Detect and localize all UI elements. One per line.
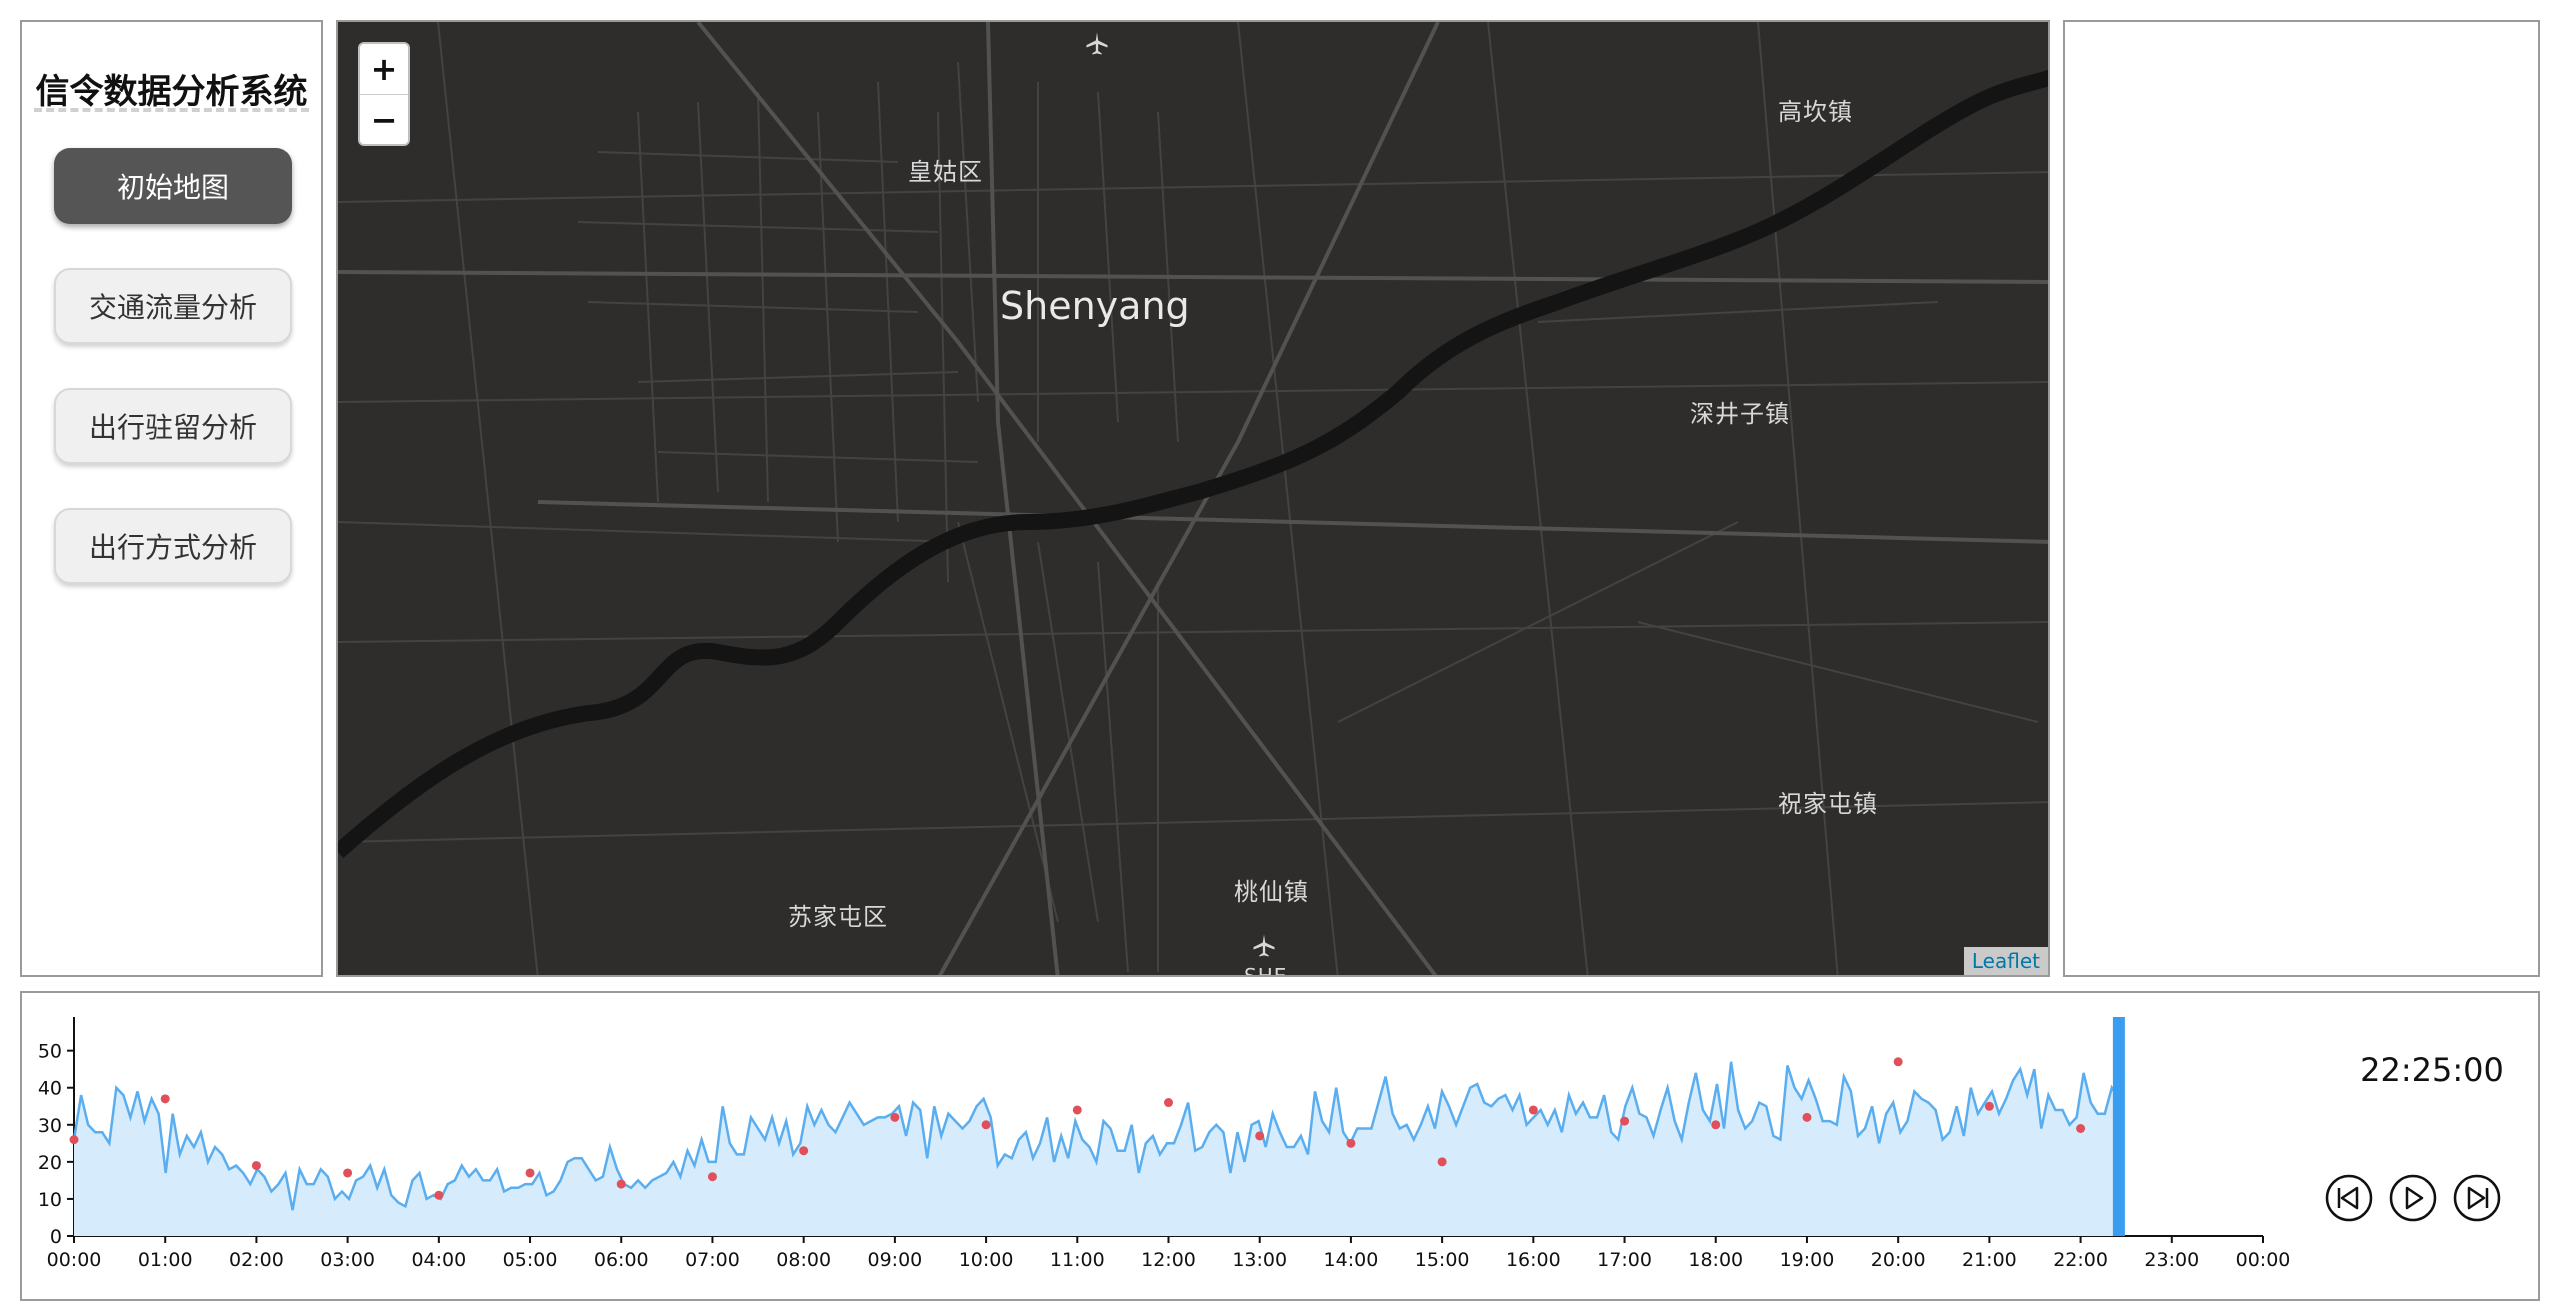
x-tick-label: 22:00	[2053, 1249, 2108, 1271]
step-backward-icon	[2325, 1174, 2373, 1222]
series-marker	[69, 1135, 79, 1145]
leaflet-attribution-link[interactable]: Leaflet	[1963, 947, 2048, 975]
y-axis: 0 10 20 30 40 50	[38, 1017, 75, 1248]
series-marker	[1620, 1116, 1630, 1126]
step-forward-icon	[2453, 1174, 2501, 1222]
zoom-control: + −	[358, 42, 410, 146]
x-tick-label: 12:00	[1141, 1249, 1196, 1271]
place-label: 祝家屯镇	[1778, 790, 1878, 818]
x-tick-label: 01:00	[138, 1249, 193, 1271]
place-label: 桃仙镇	[1234, 878, 1309, 906]
series-marker	[707, 1172, 717, 1182]
y-tick-label: 50	[38, 1041, 62, 1063]
system-title: 信令数据分析系统	[35, 72, 308, 112]
map-main-roads	[338, 22, 2048, 975]
x-tick-label: 03:00	[320, 1249, 375, 1271]
series-marker	[1164, 1098, 1173, 1108]
x-tick-label: 02:00	[229, 1249, 284, 1271]
x-tick-label: 11:00	[1050, 1249, 1105, 1271]
series-marker	[890, 1112, 900, 1122]
series-markers	[69, 1057, 2086, 1200]
step-forward-button[interactable]	[2452, 1173, 2502, 1223]
x-tick-label: 20:00	[1871, 1249, 1926, 1271]
menu-traffic-flow-button[interactable]: 交通流量分析	[54, 268, 292, 344]
time-series-chart[interactable]: 0 10 20 30 40 50 00:00 01:00 02:00 03:00 04:00 05:…	[22, 993, 2322, 1293]
x-tick-label: 00:00	[47, 1249, 102, 1271]
title-divider	[34, 108, 309, 112]
y-tick-label: 40	[38, 1078, 62, 1100]
series-marker	[251, 1161, 261, 1171]
series-marker	[1893, 1057, 1903, 1067]
series-marker	[1711, 1120, 1721, 1130]
map-tiles[interactable]	[338, 22, 2050, 977]
series-marker	[525, 1168, 535, 1178]
x-tick-label: 06:00	[594, 1249, 649, 1271]
x-tick-label: 05:00	[503, 1249, 558, 1271]
series-marker	[343, 1168, 353, 1178]
x-tick-label: 15:00	[1415, 1249, 1470, 1271]
series-marker	[2076, 1124, 2086, 1133]
x-tick-label: 19:00	[1780, 1249, 1835, 1271]
airport-icon	[1086, 32, 1108, 55]
timeline-panel: 0 10 20 30 40 50 00:00 01:00 02:00 03:00 04:00 05:…	[20, 991, 2540, 1301]
menu-travel-mode-button[interactable]: 出行方式分析	[54, 508, 292, 584]
place-label: 皇姑区	[908, 158, 983, 186]
place-label: SHE	[1244, 964, 1288, 977]
series-marker	[1437, 1157, 1447, 1167]
menu-travel-stay-button[interactable]: 出行驻留分析	[54, 388, 292, 464]
step-backward-button[interactable]	[2324, 1173, 2374, 1223]
current-time-display: 22:25:00	[2360, 1051, 2504, 1089]
x-tick-label: 17:00	[1597, 1249, 1652, 1271]
x-tick-label: 18:00	[1688, 1249, 1743, 1271]
city-label: Shenyang	[1000, 284, 1190, 328]
x-tick-label: 23:00	[2144, 1249, 2199, 1271]
x-tick-label: 04:00	[411, 1249, 466, 1271]
x-tick-label: 13:00	[1232, 1249, 1287, 1271]
series-line	[72, 1061, 2120, 1211]
map-roads	[338, 22, 2048, 975]
place-label: 苏家屯区	[788, 903, 888, 931]
x-tick-label: 08:00	[776, 1249, 831, 1271]
series-marker	[799, 1146, 809, 1156]
play-icon	[2389, 1174, 2437, 1222]
y-tick-label: 20	[38, 1152, 62, 1174]
place-label: 高坎镇	[1778, 98, 1853, 126]
airport-icon	[1253, 934, 1275, 957]
x-tick-label: 07:00	[685, 1249, 740, 1271]
right-info-panel	[2063, 20, 2540, 977]
zoom-out-button[interactable]: −	[370, 101, 398, 139]
time-cursor-handle[interactable]	[2112, 1017, 2125, 1236]
series-marker	[1255, 1131, 1265, 1141]
series-marker	[1528, 1105, 1538, 1115]
series-marker	[1072, 1105, 1082, 1115]
series-marker	[1802, 1112, 1812, 1122]
series-marker	[616, 1179, 626, 1189]
series-marker	[981, 1120, 991, 1130]
x-tick-label: 10:00	[959, 1249, 1014, 1271]
map-view[interactable]: Shenyang 皇姑区 高坎镇 深井子镇 祝家屯镇 桃仙镇 苏家屯区 SHE …	[336, 20, 2050, 977]
menu-initial-map-button[interactable]: 初始地图	[54, 148, 292, 224]
y-tick-label: 10	[38, 1189, 62, 1211]
map-river	[338, 69, 2048, 859]
series-marker	[1984, 1101, 1994, 1111]
y-tick-label: 30	[38, 1115, 62, 1137]
zoom-in-button[interactable]: +	[360, 44, 408, 95]
play-button[interactable]	[2388, 1173, 2438, 1223]
x-tick-label: 00:00	[2236, 1249, 2291, 1271]
sidebar: 信令数据分析系统 初始地图 交通流量分析 出行驻留分析 出行方式分析	[20, 20, 323, 977]
x-axis: 00:00 01:00 02:00 03:00 04:00 05:00 06:00 07:00…	[47, 1235, 2291, 1271]
series-marker	[434, 1190, 444, 1200]
series-area	[74, 1061, 2119, 1236]
series-marker	[1346, 1138, 1356, 1148]
place-label: 深井子镇	[1690, 400, 1790, 428]
x-tick-label: 21:00	[1962, 1249, 2017, 1271]
series-marker	[160, 1094, 170, 1104]
x-tick-label: 09:00	[867, 1249, 922, 1271]
x-tick-label: 16:00	[1506, 1249, 1561, 1271]
y-tick-label: 0	[50, 1226, 62, 1248]
x-tick-label: 14:00	[1324, 1249, 1379, 1271]
